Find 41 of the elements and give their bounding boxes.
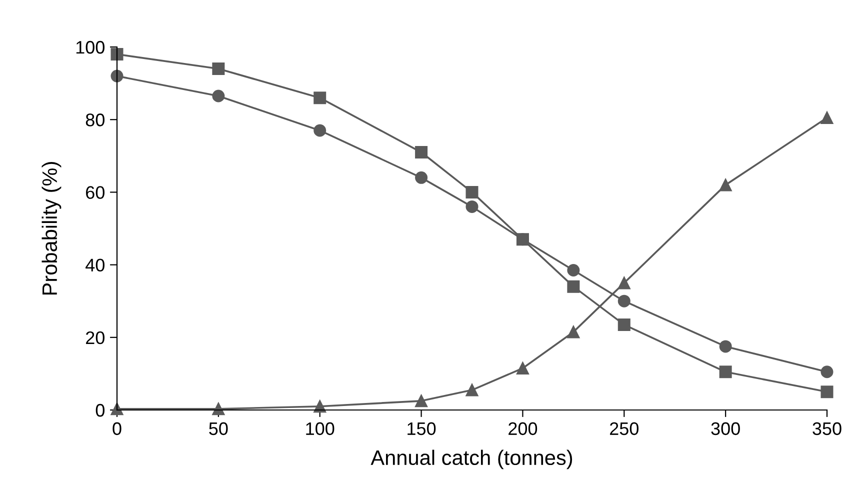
point (466, 384, 478, 396)
point (466, 186, 478, 198)
x-axis-title: Annual catch (tonnes) (370, 450, 572, 470)
y-tick-label: 0 (96, 404, 104, 417)
x-tick-label: 300 (711, 422, 740, 436)
point (820, 112, 834, 124)
point (314, 92, 326, 104)
y-tick-label: 40 (86, 258, 104, 272)
y-tick-label: 100 (76, 40, 104, 54)
x-tick-label: 150 (408, 422, 436, 436)
x-tick-label: 0 (112, 422, 122, 436)
x-tick-label: 350 (812, 422, 842, 436)
point (820, 366, 834, 378)
point (415, 146, 428, 159)
point (466, 200, 478, 213)
x-tick-label: 50 (209, 422, 228, 436)
point (212, 62, 225, 76)
point (719, 178, 732, 192)
point (618, 318, 630, 331)
point (110, 70, 124, 82)
x-tick-label: 200 (508, 422, 538, 436)
point (820, 386, 834, 398)
y-axis-title: Probability (%) (42, 162, 62, 295)
point (415, 394, 428, 408)
point (719, 366, 732, 378)
point (567, 326, 580, 338)
y-tick-label: 20 (86, 331, 104, 344)
x-tick-label: 250 (610, 422, 638, 436)
point (719, 340, 732, 353)
point (212, 402, 225, 416)
point (618, 294, 630, 308)
point (567, 264, 580, 276)
y-tick-label: 60 (86, 186, 104, 199)
point (212, 90, 225, 102)
point (567, 280, 580, 293)
point (314, 124, 326, 137)
point (415, 171, 428, 184)
x-tick-label: 100 (306, 422, 334, 436)
point (618, 276, 630, 290)
y-tick-label: 80 (86, 114, 104, 126)
point (516, 362, 529, 375)
